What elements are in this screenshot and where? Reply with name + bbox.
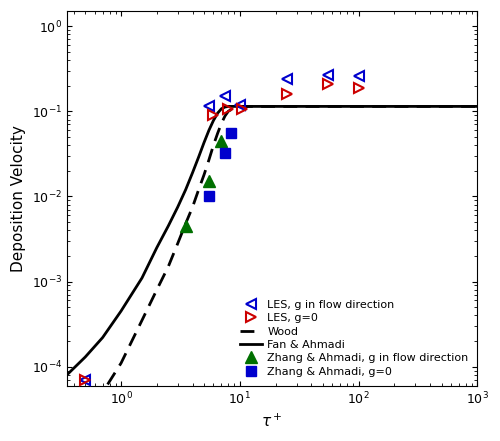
X-axis label: $\tau^+$: $\tau^+$ xyxy=(262,413,283,430)
Y-axis label: Deposition Velocity: Deposition Velocity xyxy=(11,125,26,272)
Legend: LES, g in flow direction, LES, g=0, Wood, Fan & Ahmadi, Zhang & Ahmadi, g in flo: LES, g in flow direction, LES, g=0, Wood… xyxy=(236,297,472,380)
